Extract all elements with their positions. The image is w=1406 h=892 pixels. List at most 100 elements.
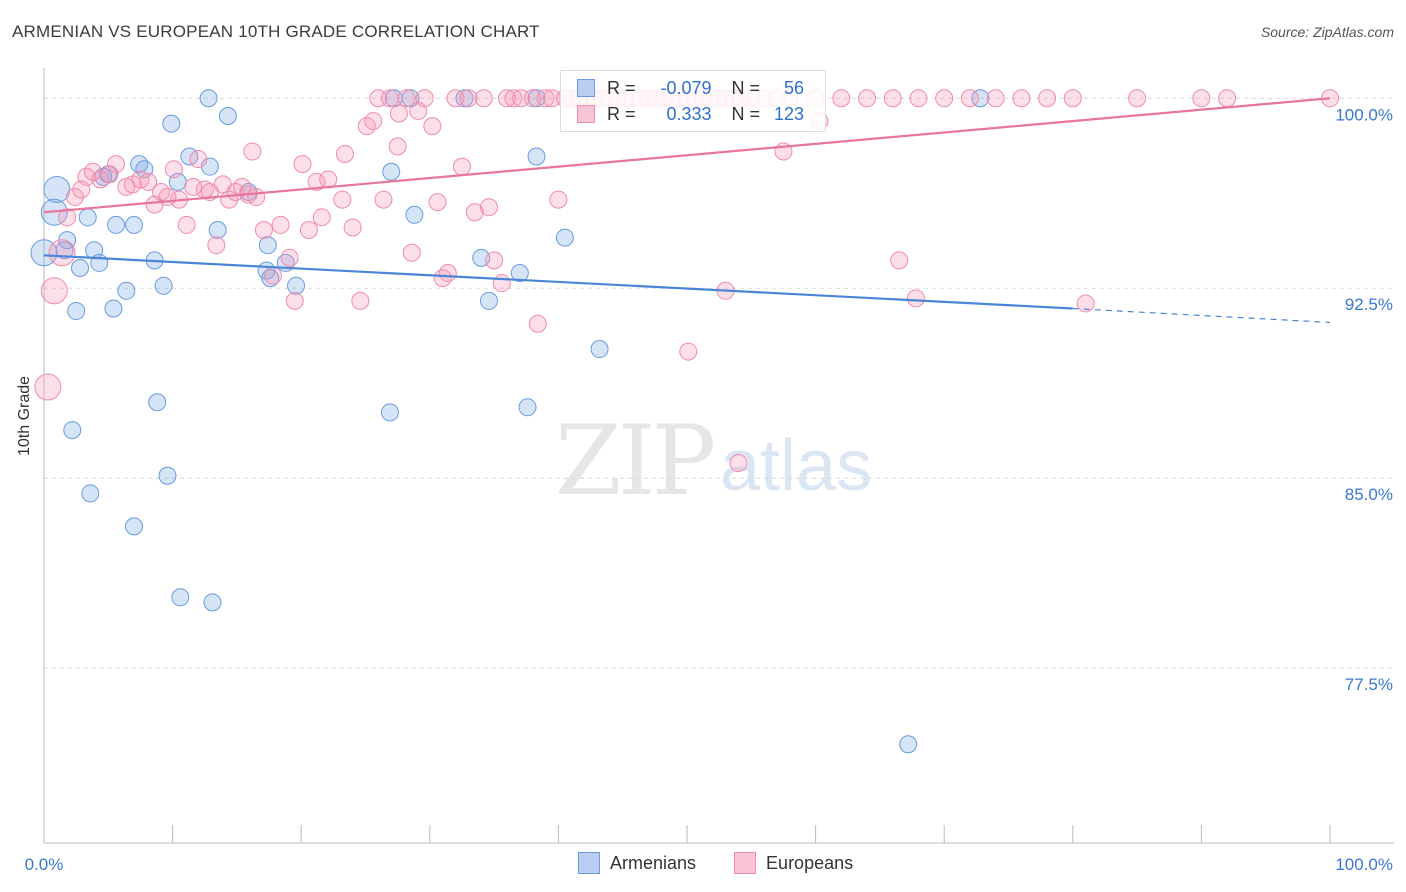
point-armenians bbox=[510, 264, 529, 283]
point-europeans bbox=[48, 239, 76, 267]
point-armenians bbox=[158, 466, 177, 485]
point-europeans bbox=[164, 160, 183, 179]
r-value: -0.079 bbox=[660, 77, 712, 98]
point-europeans bbox=[1192, 89, 1211, 108]
watermark-atlas: atlas bbox=[720, 426, 873, 506]
point-europeans bbox=[40, 277, 68, 305]
point-europeans bbox=[446, 89, 465, 108]
point-europeans bbox=[485, 251, 504, 270]
y-axis-label: 10th Grade bbox=[16, 375, 33, 456]
legend-item-armenians[interactable]: Armenians bbox=[578, 852, 696, 874]
legend-label-armenians: Armenians bbox=[610, 852, 697, 873]
point-europeans bbox=[1063, 89, 1082, 108]
point-armenians bbox=[899, 735, 918, 754]
point-europeans bbox=[280, 248, 299, 267]
n-label: N = bbox=[731, 77, 761, 98]
point-europeans bbox=[433, 269, 452, 288]
point-armenians bbox=[382, 162, 401, 181]
point-europeans bbox=[189, 150, 208, 169]
source-label: Source: ZipAtlas.com bbox=[1260, 24, 1394, 40]
legend-row-armenians: R = -0.079 N = 56 bbox=[577, 76, 804, 100]
point-europeans bbox=[729, 454, 748, 473]
point-armenians bbox=[527, 147, 546, 166]
point-armenians bbox=[479, 291, 498, 310]
series-legend: Armenians Europeans bbox=[578, 852, 891, 874]
point-europeans bbox=[986, 89, 1005, 108]
point-europeans bbox=[91, 170, 110, 189]
point-europeans bbox=[343, 218, 362, 237]
point-armenians bbox=[527, 89, 546, 108]
point-europeans bbox=[389, 104, 408, 123]
point-europeans bbox=[207, 236, 226, 255]
point-armenians bbox=[125, 215, 144, 234]
point-europeans bbox=[1038, 89, 1057, 108]
point-europeans bbox=[890, 251, 909, 270]
point-europeans bbox=[960, 89, 979, 108]
point-europeans bbox=[479, 198, 498, 217]
point-europeans bbox=[438, 264, 457, 283]
point-armenians bbox=[117, 281, 136, 300]
point-europeans bbox=[351, 291, 370, 310]
chart-title: ARMENIAN VS EUROPEAN 10TH GRADE CORRELAT… bbox=[12, 22, 540, 41]
point-europeans bbox=[243, 142, 262, 161]
legend-item-europeans[interactable]: Europeans bbox=[734, 852, 853, 874]
n-value: 56 bbox=[784, 77, 805, 98]
point-europeans bbox=[832, 89, 851, 108]
legend-row-europeans: R = 0.333 N = 123 bbox=[577, 102, 804, 126]
point-europeans bbox=[107, 155, 126, 174]
point-europeans bbox=[415, 89, 434, 108]
point-europeans bbox=[459, 89, 478, 108]
y-tick-label: 92.5% bbox=[1345, 295, 1393, 314]
point-europeans bbox=[909, 89, 928, 108]
point-europeans bbox=[1012, 89, 1031, 108]
point-europeans bbox=[380, 89, 399, 108]
point-europeans bbox=[497, 89, 516, 108]
point-europeans bbox=[858, 89, 877, 108]
point-armenians bbox=[518, 398, 537, 417]
point-armenians bbox=[171, 588, 190, 607]
trendline-armenians-extension bbox=[1072, 307, 1331, 324]
point-europeans bbox=[474, 89, 493, 108]
point-europeans bbox=[402, 243, 421, 262]
watermark-zip: ZIP bbox=[555, 405, 716, 517]
point-armenians bbox=[78, 208, 97, 227]
r-label: R = bbox=[607, 77, 636, 98]
trendline-europeans bbox=[43, 97, 1331, 214]
y-tick-label: 85.0% bbox=[1345, 485, 1393, 504]
point-europeans bbox=[423, 117, 442, 136]
point-armenians bbox=[162, 114, 181, 133]
point-armenians bbox=[380, 403, 399, 422]
point-europeans bbox=[428, 193, 447, 212]
point-europeans bbox=[388, 137, 407, 156]
point-armenians bbox=[43, 175, 71, 203]
point-europeans bbox=[679, 342, 698, 361]
point-europeans bbox=[312, 208, 331, 227]
legend-swatch-europeans bbox=[577, 105, 595, 123]
point-armenians bbox=[67, 302, 86, 321]
point-europeans bbox=[247, 188, 266, 207]
point-europeans bbox=[271, 215, 290, 234]
point-armenians bbox=[81, 484, 100, 503]
legend-swatch-armenians bbox=[578, 852, 600, 874]
x-tick-label: 0.0% bbox=[25, 855, 64, 874]
point-europeans bbox=[65, 188, 84, 207]
point-armenians bbox=[199, 89, 218, 108]
point-armenians bbox=[455, 89, 474, 108]
point-armenians bbox=[258, 236, 277, 255]
point-europeans bbox=[528, 314, 547, 333]
point-europeans bbox=[935, 89, 954, 108]
point-europeans bbox=[536, 89, 555, 108]
point-armenians bbox=[971, 89, 990, 108]
r-value: 0.333 bbox=[666, 103, 712, 124]
point-europeans bbox=[883, 89, 902, 108]
point-europeans bbox=[397, 89, 416, 108]
point-europeans bbox=[184, 177, 203, 196]
point-europeans bbox=[293, 155, 312, 174]
legend-swatch-armenians bbox=[577, 79, 595, 97]
point-armenians bbox=[63, 421, 82, 440]
point-armenians bbox=[154, 276, 173, 295]
y-tick-label: 77.5% bbox=[1345, 675, 1393, 694]
correlation-legend: R = -0.079 N = 56 R = 0.333 N = 123 bbox=[560, 70, 826, 132]
point-europeans bbox=[319, 170, 338, 189]
